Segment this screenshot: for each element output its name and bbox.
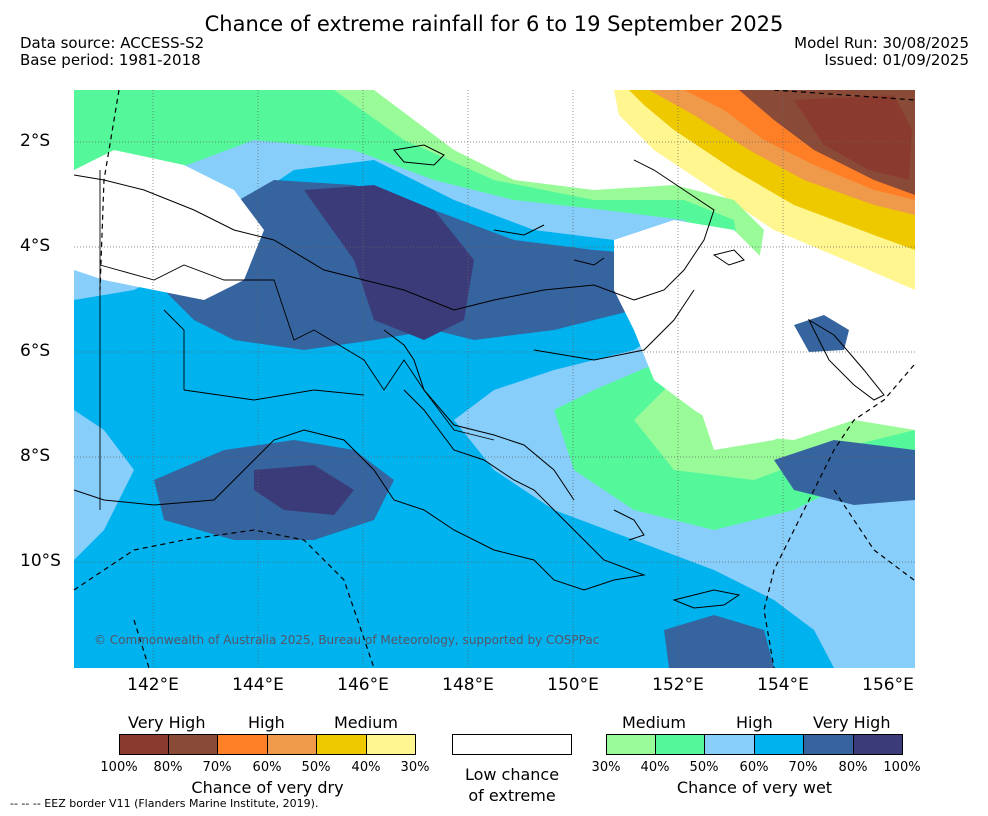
- dry-100-region: [794, 95, 912, 180]
- dry-swatch-80: [168, 734, 218, 755]
- dry-pct-60: 60%: [252, 760, 282, 775]
- lon-tick-150e: 150°E: [547, 675, 599, 695]
- lon-tick-152e: 152°E: [652, 675, 704, 695]
- lat-tick-6s: 6°S: [20, 341, 51, 361]
- wet-70-east-region: [774, 440, 915, 505]
- lon-tick-144e: 144°E: [232, 675, 284, 695]
- dry-swatch-40: [366, 734, 416, 755]
- wet-level-very-high: Very High: [813, 713, 891, 732]
- dry-swatch-50: [316, 734, 367, 755]
- meta-left: Data source: ACCESS-S2 Base period: 1981…: [20, 35, 204, 69]
- wet-swatch-60: [754, 734, 804, 755]
- lon-tick-142e: 142°E: [127, 675, 179, 695]
- rainfall-map-svg: [74, 90, 915, 668]
- map-title: Chance of extreme rainfall for 6 to 19 S…: [204, 12, 784, 36]
- low-chance-west-region: [74, 150, 264, 300]
- data-source-text: Data source: ACCESS-S2: [20, 34, 205, 52]
- wet-level-medium: Medium: [622, 713, 686, 732]
- base-period-text: Base period: 1981-2018: [20, 51, 201, 69]
- issued-text: Issued: 01/09/2025: [824, 51, 969, 69]
- dry-pct-80: 80%: [153, 760, 183, 775]
- dry-swatch-70: [217, 734, 268, 755]
- dry-pct-100: 100%: [100, 760, 138, 775]
- dry-level-medium: Medium: [334, 713, 398, 732]
- dry-pct-40: 40%: [351, 760, 381, 775]
- wet-swatch-70: [803, 734, 854, 755]
- copyright-text: © Commonwealth of Australia 2025, Bureau…: [94, 633, 600, 647]
- lon-tick-146e: 146°E: [337, 675, 389, 695]
- wet-pct-30: 30%: [591, 760, 621, 775]
- lat-tick-8s: 8°S: [20, 446, 51, 466]
- wet-70-se-region: [664, 615, 774, 668]
- low-chance-east-region: [614, 220, 915, 440]
- wet-swatch-30: [606, 734, 656, 755]
- dry-swatch-60: [267, 734, 317, 755]
- wet-pct-50: 50%: [689, 760, 719, 775]
- low-chance-caption: Low chance of extreme: [432, 764, 592, 806]
- dry-caption: Chance of very dry: [191, 778, 344, 797]
- wet-pct-40: 40%: [640, 760, 670, 775]
- wet-70-island-region: [794, 315, 849, 352]
- lon-tick-154e: 154°E: [757, 675, 809, 695]
- dry-level-very-high: Very High: [128, 713, 206, 732]
- meta-right: Model Run: 30/08/2025 Issued: 01/09/2025: [794, 35, 969, 69]
- political-borders: [99, 170, 495, 510]
- dry-pct-30: 30%: [400, 760, 430, 775]
- wet-pct-60: 60%: [739, 760, 769, 775]
- wet-80-south-region: [254, 465, 354, 515]
- lat-tick-10s: 10°S: [20, 551, 61, 571]
- wet-pct-80: 80%: [838, 760, 868, 775]
- low-chance-caption-line2: of extreme: [468, 786, 556, 805]
- wet-pct-100: 100%: [883, 760, 921, 775]
- lon-tick-148e: 148°E: [442, 675, 494, 695]
- dry-swatch-100: [119, 734, 169, 755]
- dry-pct-50: 50%: [301, 760, 331, 775]
- wet-caption: Chance of very wet: [676, 778, 833, 797]
- dry-level-high: High: [248, 713, 285, 732]
- dry-pct-70: 70%: [202, 760, 232, 775]
- lon-tick-156e: 156°E: [862, 675, 914, 695]
- low-chance-swatch: [452, 734, 572, 755]
- wet-level-high: High: [736, 713, 773, 732]
- wet-swatch-80: [853, 734, 903, 755]
- eez-borders: [74, 90, 915, 668]
- low-chance-caption-line1: Low chance: [464, 765, 560, 784]
- eez-note: -- -- -- EEZ border V11 (Flanders Marine…: [10, 797, 319, 810]
- model-run-text: Model Run: 30/08/2025: [794, 34, 969, 52]
- lat-tick-2s: 2°S: [20, 131, 51, 151]
- wet-pct-70: 70%: [788, 760, 818, 775]
- lat-tick-4s: 4°S: [20, 236, 51, 256]
- graticule: [74, 90, 915, 668]
- wet-swatch-50: [704, 734, 755, 755]
- coastlines: [74, 144, 885, 609]
- rainfall-map: [74, 90, 915, 668]
- wet-swatch-40: [655, 734, 705, 755]
